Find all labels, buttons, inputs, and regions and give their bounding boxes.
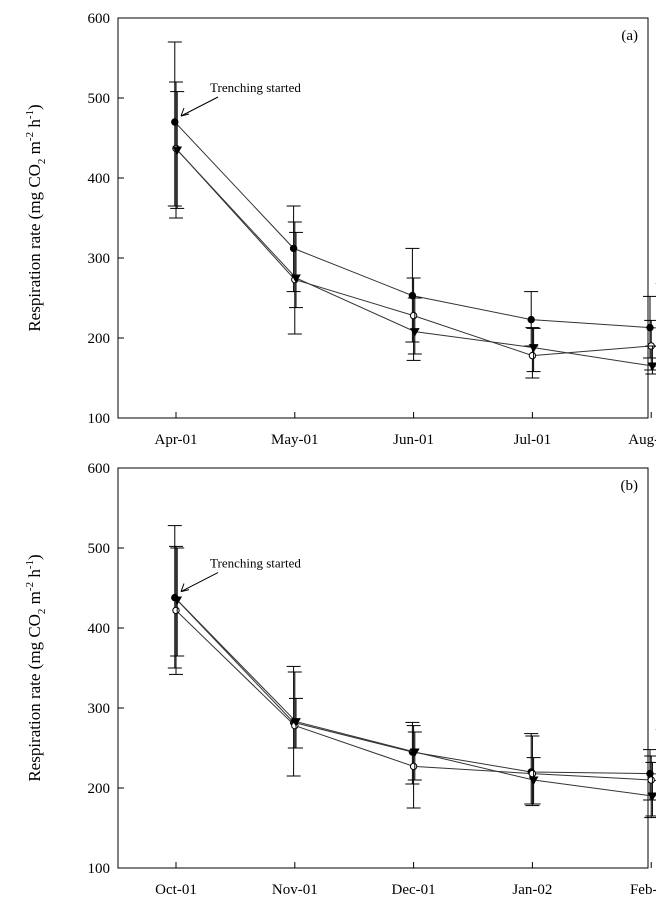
data-point [528, 776, 539, 786]
y-axis-label: Respiration rate (mg CO2 m-2 h-1) [24, 554, 48, 781]
y-tick-label: 200 [88, 781, 111, 797]
y-axis-label-part: h [25, 569, 44, 582]
series-line [175, 148, 656, 357]
y-axis-label-part: -1 [24, 110, 36, 119]
data-point [291, 718, 301, 727]
chart-panel-a: 100 200 300 400 500 600 Apr-01 May-01 Jun-01 Jul-… [24, 11, 656, 448]
x-tick-label: Dec-01 [392, 882, 436, 898]
annotation-arrow-head [180, 583, 190, 593]
data-point [528, 351, 537, 360]
y-tick-label: 300 [88, 701, 111, 717]
x-tick-label: Jul-01 [514, 432, 552, 448]
series-2 [170, 547, 656, 817]
y-axis-label-part: -2 [24, 132, 36, 141]
y-axis-label-part: m [25, 141, 44, 158]
series-line [176, 599, 656, 797]
series-line [174, 121, 656, 329]
data-point [172, 606, 180, 615]
y-tick-label: 600 [88, 11, 111, 27]
y-axis-label: Respiration rate (mg CO2 m-2 h-1) [24, 104, 48, 331]
data-point [291, 274, 301, 284]
y-tick-label: 400 [88, 171, 111, 187]
x-tick-label: Feb-02 [630, 882, 656, 898]
data-point [409, 328, 420, 337]
y-axis-label-part: m [25, 591, 44, 608]
series-line [176, 149, 656, 367]
y-axis-label-part: Respiration rate (mg CO [25, 614, 44, 782]
y-tick-label: 300 [88, 251, 111, 267]
chart-panel-b: 100 200 300 400 500 600 Oct-01 Nov-01 Dec-01 Jan-… [24, 461, 656, 898]
panel-label: (a) [621, 28, 638, 44]
x-tick-label: Nov-01 [272, 882, 318, 898]
y-axis-label-part: ) [25, 554, 44, 560]
annotation-label: Trenching started [210, 556, 301, 571]
annotation-arrow-head [180, 107, 190, 117]
plot-frame [117, 17, 649, 419]
y-tick-label: 100 [88, 411, 111, 427]
y-tick-label: 100 [88, 861, 111, 877]
y-tick-label: 500 [88, 91, 111, 107]
data-point [528, 344, 539, 353]
x-tick-label: Oct-01 [155, 882, 197, 898]
y-tick-label: 600 [88, 461, 111, 477]
y-tick-label: 500 [88, 541, 111, 557]
annotation-label: Trenching started [210, 80, 301, 95]
y-axis-label-part: 2 [36, 609, 48, 615]
data-point [528, 769, 537, 778]
series-line [174, 597, 656, 775]
x-tick-label: Jun-01 [393, 432, 434, 448]
y-axis-label-part: h [25, 119, 44, 132]
y-axis-label-part: Respiration rate (mg CO [25, 164, 44, 332]
y-axis-label-part: ) [25, 104, 44, 110]
y-axis-label-part: -2 [24, 582, 36, 591]
data-point [409, 762, 418, 771]
data-point [646, 323, 654, 332]
data-point [647, 362, 656, 372]
x-tick-label: Jan-02 [512, 882, 552, 898]
annotation-arrow-line [180, 572, 219, 593]
data-point [647, 776, 655, 784]
data-point [409, 311, 418, 320]
series-2 [170, 91, 656, 375]
x-tick-label: Aug-01 [628, 432, 656, 448]
y-axis-label-part: 2 [36, 159, 48, 165]
data-point [409, 748, 420, 758]
data-point [527, 315, 535, 324]
data-point [172, 146, 183, 156]
data-point [172, 596, 183, 606]
y-tick-label: 400 [88, 621, 111, 637]
y-axis-label-part: -1 [24, 560, 36, 569]
annotation-arrow-line [180, 96, 219, 117]
x-tick-label: Apr-01 [154, 432, 197, 448]
series-line [175, 610, 656, 781]
y-tick-label: 200 [88, 331, 111, 347]
panel-label: (b) [621, 478, 639, 494]
plot-frame [117, 467, 649, 869]
data-point [647, 792, 656, 802]
x-tick-label: May-01 [271, 432, 319, 448]
series-1 [169, 81, 656, 379]
